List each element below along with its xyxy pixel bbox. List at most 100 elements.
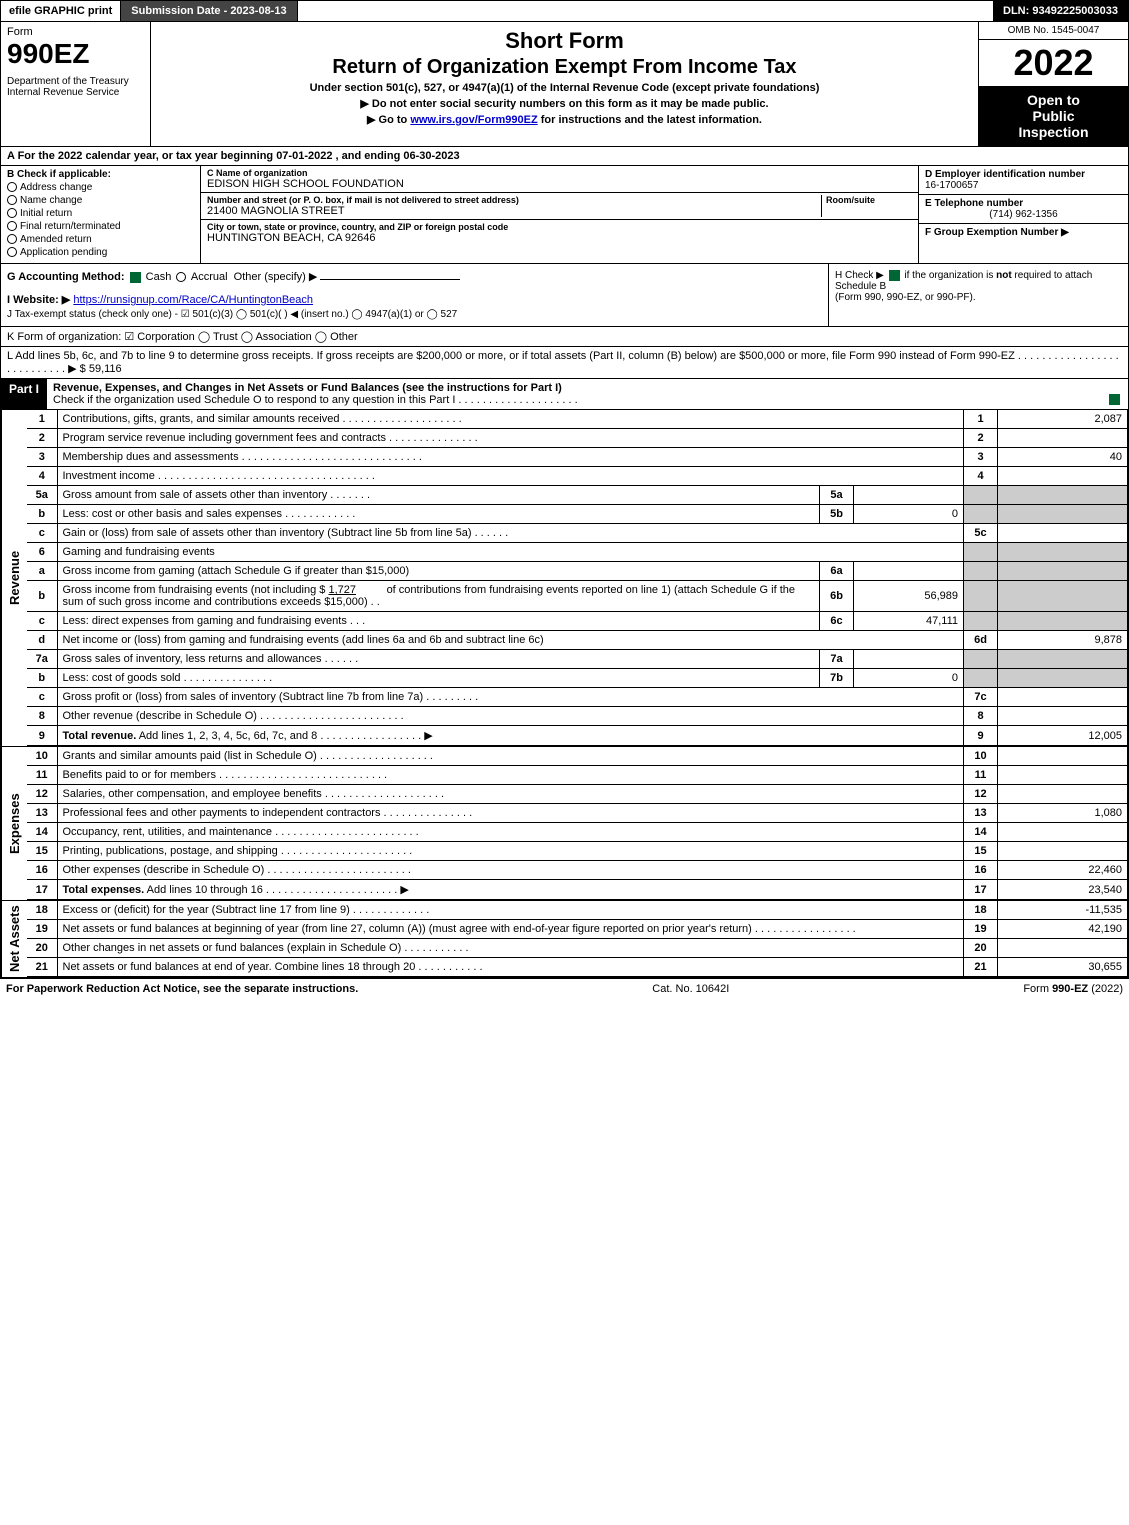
- part1-title-text: Revenue, Expenses, and Changes in Net As…: [53, 382, 562, 394]
- line-5b: b Less: cost or other basis and sales ex…: [27, 505, 1128, 524]
- check-final[interactable]: Final return/terminated: [7, 221, 194, 232]
- org-name-row: C Name of organization EDISON HIGH SCHOO…: [201, 166, 918, 193]
- line-17: 17 Total expenses. Add lines 10 through …: [27, 880, 1128, 900]
- line-18: 18 Excess or (deficit) for the year (Sub…: [27, 901, 1128, 920]
- check-amended[interactable]: Amended return: [7, 234, 194, 245]
- omb-number: OMB No. 1545-0047: [979, 22, 1128, 40]
- open-line2: Public: [983, 108, 1124, 124]
- line-1: 1 Contributions, gifts, grants, and simi…: [27, 410, 1128, 429]
- header-right: OMB No. 1545-0047 2022 Open to Public In…: [978, 22, 1128, 146]
- line-14: 14 Occupancy, rent, utilities, and maint…: [27, 823, 1128, 842]
- h-text3: (Form 990, 990-EZ, or 990-PF).: [835, 292, 976, 303]
- line-5c: c Gain or (loss) from sale of assets oth…: [27, 524, 1128, 543]
- expenses-table: 10 Grants and similar amounts paid (list…: [27, 747, 1128, 900]
- page-footer: For Paperwork Reduction Act Notice, see …: [0, 978, 1129, 999]
- part1-check-text: Check if the organization used Schedule …: [53, 394, 455, 406]
- section-l-arrow: ▶ $: [68, 363, 86, 375]
- h-check-icon: [889, 270, 900, 281]
- footer-center: Cat. No. 10642I: [652, 983, 729, 995]
- accounting-accrual: Accrual: [191, 271, 228, 283]
- top-bar: efile GRAPHIC print Submission Date - 20…: [0, 0, 1129, 22]
- org-name-label: C Name of organization: [207, 168, 912, 178]
- section-e: E Telephone number (714) 962-1356: [919, 195, 1128, 224]
- section-k: K Form of organization: ☑ Corporation ◯ …: [0, 327, 1129, 347]
- form-number: 990EZ: [7, 38, 144, 70]
- section-a: A For the 2022 calendar year, or tax yea…: [0, 147, 1129, 166]
- revenue-side-label: Revenue: [1, 410, 27, 746]
- subtitle-code: Under section 501(c), 527, or 4947(a)(1)…: [159, 82, 970, 94]
- line-20: 20 Other changes in net assets or fund b…: [27, 939, 1128, 958]
- tax-year: 2022: [979, 40, 1128, 86]
- line-3: 3 Membership dues and assessments . . . …: [27, 448, 1128, 467]
- phone-value: (714) 962-1356: [925, 209, 1122, 220]
- line-15: 15 Printing, publications, postage, and …: [27, 842, 1128, 861]
- form-label: Form: [7, 26, 144, 38]
- line-9: 9 Total revenue. Add lines 1, 2, 3, 4, 5…: [27, 726, 1128, 746]
- line-10: 10 Grants and similar amounts paid (list…: [27, 747, 1128, 766]
- open-line3: Inspection: [983, 124, 1124, 140]
- check-address[interactable]: Address change: [7, 182, 194, 193]
- section-b: B Check if applicable: Address change Na…: [1, 166, 201, 263]
- check-pending[interactable]: Application pending: [7, 247, 194, 258]
- section-g: G Accounting Method: Cash Accrual Other …: [1, 264, 828, 326]
- accounting-label: G Accounting Method:: [7, 271, 125, 283]
- line-11: 11 Benefits paid to or for members . . .…: [27, 766, 1128, 785]
- line-6b-amount: 1,727: [328, 584, 356, 596]
- line-16: 16 Other expenses (describe in Schedule …: [27, 861, 1128, 880]
- line-6d: d Net income or (loss) from gaming and f…: [27, 631, 1128, 650]
- line-6: 6 Gaming and fundraising events: [27, 543, 1128, 562]
- footer-right: Form 990-EZ (2022): [1023, 983, 1123, 995]
- part1-label: Part I: [1, 379, 47, 409]
- info-right: D Employer identification number 16-1700…: [918, 166, 1128, 263]
- submission-date: Submission Date - 2023-08-13: [121, 1, 297, 21]
- irs-label: Internal Revenue Service: [7, 87, 144, 98]
- footer-left: For Paperwork Reduction Act Notice, see …: [6, 983, 358, 995]
- street-value: 21400 MAGNOLIA STREET: [207, 205, 817, 217]
- subtitle-ssn: ▶ Do not enter social security numbers o…: [159, 97, 970, 110]
- open-to-public: Open to Public Inspection: [979, 86, 1128, 146]
- check-name[interactable]: Name change: [7, 195, 194, 206]
- form-header: Form 990EZ Department of the Treasury In…: [0, 22, 1129, 147]
- line-12: 12 Salaries, other compensation, and emp…: [27, 785, 1128, 804]
- open-line1: Open to: [983, 92, 1124, 108]
- section-c: C Name of organization EDISON HIGH SCHOO…: [201, 166, 918, 263]
- line-6a: a Gross income from gaming (attach Sched…: [27, 562, 1128, 581]
- line-6b: b Gross income from fundraising events (…: [27, 581, 1128, 612]
- revenue-section: Revenue 1 Contributions, gifts, grants, …: [0, 410, 1129, 747]
- section-j: J Tax-exempt status (check only one) - ☑…: [7, 309, 822, 320]
- expenses-side-label: Expenses: [1, 747, 27, 900]
- city-label: City or town, state or province, country…: [207, 222, 912, 232]
- part1-check-icon: [1109, 394, 1120, 405]
- check-initial[interactable]: Initial return: [7, 208, 194, 219]
- website-link[interactable]: https://runsignup.com/Race/CA/Huntington…: [73, 294, 313, 306]
- subtitle-goto: ▶ Go to www.irs.gov/Form990EZ for instru…: [159, 113, 970, 126]
- city-value: HUNTINGTON BEACH, CA 92646: [207, 232, 912, 244]
- line-7c: c Gross profit or (loss) from sales of i…: [27, 688, 1128, 707]
- check-accrual-icon[interactable]: [176, 272, 186, 282]
- room-label: Room/suite: [826, 195, 912, 205]
- org-name: EDISON HIGH SCHOOL FOUNDATION: [207, 178, 912, 190]
- revenue-table: 1 Contributions, gifts, grants, and simi…: [27, 410, 1128, 746]
- line-21: 21 Net assets or fund balances at end of…: [27, 958, 1128, 977]
- efile-print-label[interactable]: efile GRAPHIC print: [1, 1, 121, 21]
- section-f: F Group Exemption Number ▶: [919, 224, 1128, 241]
- section-i: I Website: ▶ https://runsignup.com/Race/…: [7, 293, 822, 306]
- title-short-form: Short Form: [159, 28, 970, 54]
- accounting-cash: Cash: [146, 271, 172, 283]
- dln-number: DLN: 93492225003033: [993, 1, 1128, 21]
- section-b-label: B Check if applicable:: [7, 169, 194, 180]
- street-label: Number and street (or P. O. box, if mail…: [207, 195, 817, 205]
- line-4: 4 Investment income . . . . . . . . . . …: [27, 467, 1128, 486]
- netassets-section: Net Assets 18 Excess or (deficit) for th…: [0, 901, 1129, 978]
- section-g-h: G Accounting Method: Cash Accrual Other …: [0, 264, 1129, 327]
- line-6c: c Less: direct expenses from gaming and …: [27, 612, 1128, 631]
- header-center: Short Form Return of Organization Exempt…: [151, 22, 978, 146]
- section-d: D Employer identification number 16-1700…: [919, 166, 1128, 195]
- ein-value: 16-1700657: [925, 180, 1122, 191]
- city-row: City or town, state or province, country…: [201, 220, 918, 246]
- irs-link[interactable]: www.irs.gov/Form990EZ: [410, 114, 537, 126]
- street-row: Number and street (or P. O. box, if mail…: [201, 193, 918, 220]
- part1-header-row: Part I Revenue, Expenses, and Changes in…: [0, 379, 1129, 410]
- section-h: H Check ▶ if the organization is not req…: [828, 264, 1128, 326]
- phone-label: E Telephone number: [925, 198, 1122, 209]
